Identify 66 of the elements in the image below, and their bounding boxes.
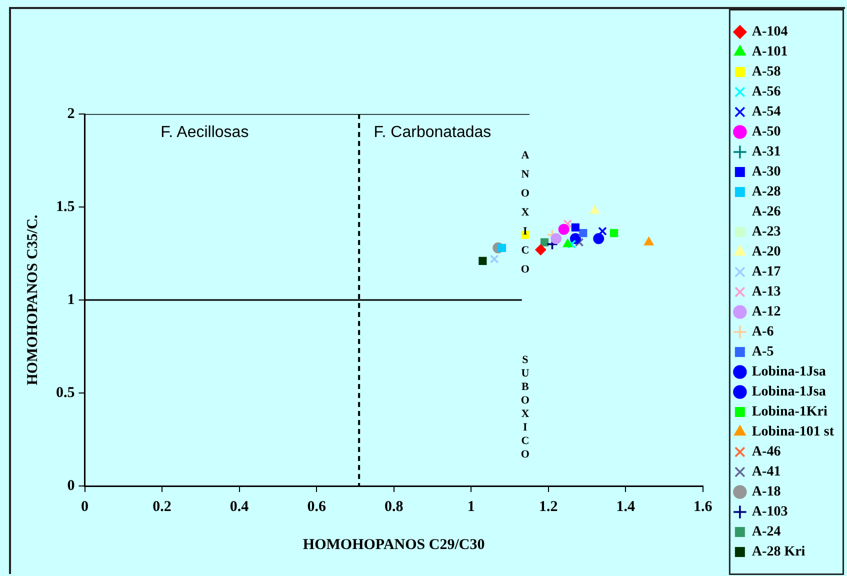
point: [598, 226, 607, 236]
legend-label: A-54: [752, 104, 781, 120]
legend-label: A-13: [752, 284, 781, 300]
x-axis-title: HOMOHOPANOS C29/C30: [302, 536, 485, 553]
x-tick-label: 1.4: [616, 498, 636, 515]
x-tick-label: 1: [467, 498, 475, 515]
legend-label: A-28: [752, 184, 781, 200]
point: [574, 238, 584, 247]
point: [610, 229, 618, 238]
annotation: SUBOXICO: [519, 354, 532, 462]
x-tick-label: 0.6: [307, 498, 326, 515]
x-tick-label: 0: [81, 498, 88, 515]
legend-label: Lobina-1Jsa: [752, 364, 826, 380]
x-tick-label: 1.6: [694, 498, 713, 515]
point: [535, 244, 546, 256]
legend-label: Lobina-1Jsa: [752, 384, 826, 400]
legend-label: A-56: [752, 84, 781, 100]
legend-label: Lobina-1Kri: [752, 404, 828, 420]
point: [593, 233, 604, 244]
legend-label: A-103: [752, 504, 788, 520]
point: [550, 233, 562, 244]
legend-label: A-46: [752, 444, 781, 460]
point: [562, 238, 573, 248]
annotation: ANOXICO: [519, 150, 532, 283]
point: [540, 238, 549, 246]
point: [570, 233, 581, 244]
y-tick-label: 0: [67, 478, 75, 494]
point: [478, 256, 487, 265]
legend-label: A-24: [752, 524, 781, 540]
annotation: F. Carbonatadas: [374, 124, 492, 142]
point: [571, 223, 580, 232]
legend-label: A-6: [752, 324, 774, 340]
y-axis-title: HOMOHOPANOS C35/C.: [24, 214, 41, 386]
legend-label: A-5: [752, 344, 774, 360]
legend-label: A-50: [752, 124, 781, 140]
point: [563, 219, 572, 228]
legend-label: A-31: [752, 144, 781, 160]
legend-label: A-101: [752, 44, 788, 60]
legend-label: A-58: [752, 64, 781, 80]
point: [644, 236, 654, 246]
y-tick-label: 1.5: [56, 198, 75, 215]
x-tick-label: 1.2: [539, 498, 558, 515]
legend-label: A-30: [752, 164, 781, 180]
annotation: F. Aecillosas: [160, 124, 249, 142]
point: [590, 205, 600, 214]
point: [567, 240, 576, 249]
point: [498, 244, 506, 252]
legend-label: A-12: [752, 304, 781, 320]
x-tick-label: 0.8: [384, 498, 404, 515]
legend-label: A-41: [752, 464, 781, 480]
legend-label: A-28 Kri: [752, 544, 806, 560]
x-tick-label: 0.4: [230, 498, 250, 515]
legend-label: A-104: [752, 24, 788, 40]
legend-label: A-17: [752, 264, 781, 280]
point: [558, 224, 570, 235]
point: [579, 229, 588, 238]
legend-label: Lobina-101 st: [752, 424, 834, 440]
legend-label: A-20: [752, 244, 781, 260]
x-tick-label: 0.2: [152, 498, 172, 515]
point: [490, 254, 499, 264]
y-tick-label: 0.5: [56, 384, 75, 401]
y-tick-label: 1: [67, 292, 75, 308]
y-tick-label: 2: [67, 106, 75, 122]
legend-label: A-18: [752, 484, 781, 500]
text: A-26: [752, 204, 781, 220]
legend-label: A-23: [752, 224, 781, 240]
